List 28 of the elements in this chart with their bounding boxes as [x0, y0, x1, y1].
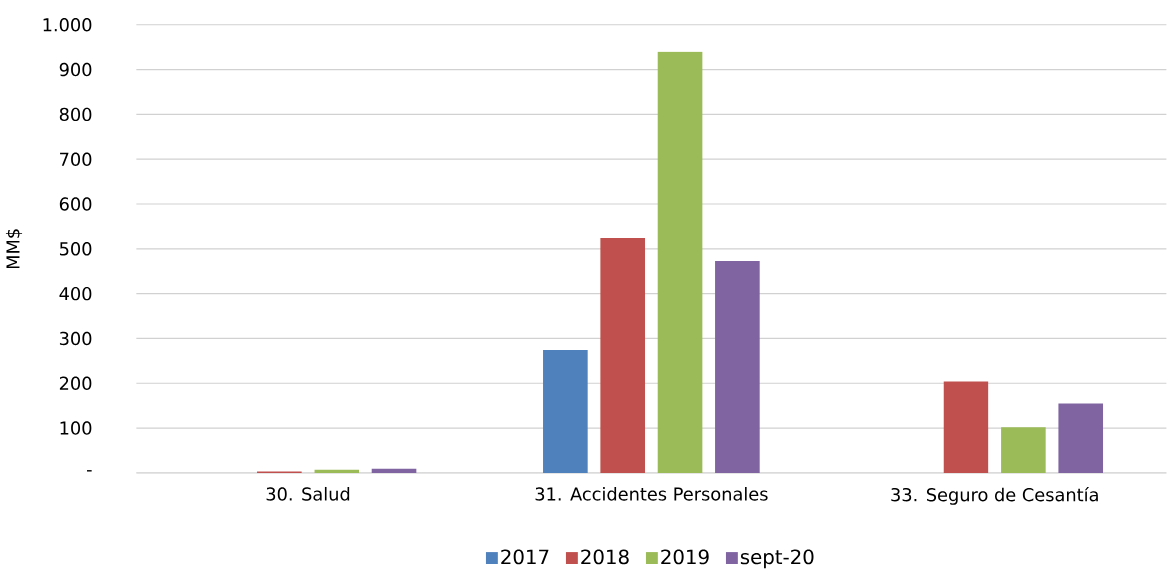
- y-tick-label: 900: [59, 63, 92, 77]
- bar: [314, 469, 359, 474]
- bar: [371, 469, 417, 474]
- bar: [715, 261, 760, 474]
- x-tick-label: 30. Salud: [266, 487, 350, 501]
- legend-label: 2018: [581, 549, 629, 565]
- y-tick-label: 400: [59, 287, 92, 301]
- legend-label: 2017: [501, 549, 549, 565]
- y-axis-title: MM$: [5, 229, 23, 269]
- y-tick-label: 800: [59, 107, 92, 122]
- y-tick-label: 600: [59, 197, 92, 211]
- bar: [1058, 403, 1104, 474]
- y-tick-label: 300: [59, 331, 92, 346]
- bar: [657, 51, 703, 474]
- y-tick-label: -: [86, 470, 92, 472]
- legend-label: 2019: [661, 549, 709, 565]
- x-tick-label: 31. Accidentes Personales: [535, 487, 768, 501]
- bar: [943, 381, 989, 474]
- y-tick-label: 500: [59, 242, 92, 256]
- bar: [1001, 427, 1046, 474]
- legend-label: sept-20: [740, 549, 814, 569]
- y-tick-label: 100: [60, 421, 92, 435]
- y-tick-label: 700: [60, 152, 92, 167]
- bar: [600, 238, 646, 474]
- y-tick-label: 1.000: [43, 18, 92, 32]
- x-tick-label: 33. Seguro de Cesantía: [891, 487, 1098, 506]
- bar: [543, 350, 588, 474]
- y-tick-label: 200: [59, 376, 92, 391]
